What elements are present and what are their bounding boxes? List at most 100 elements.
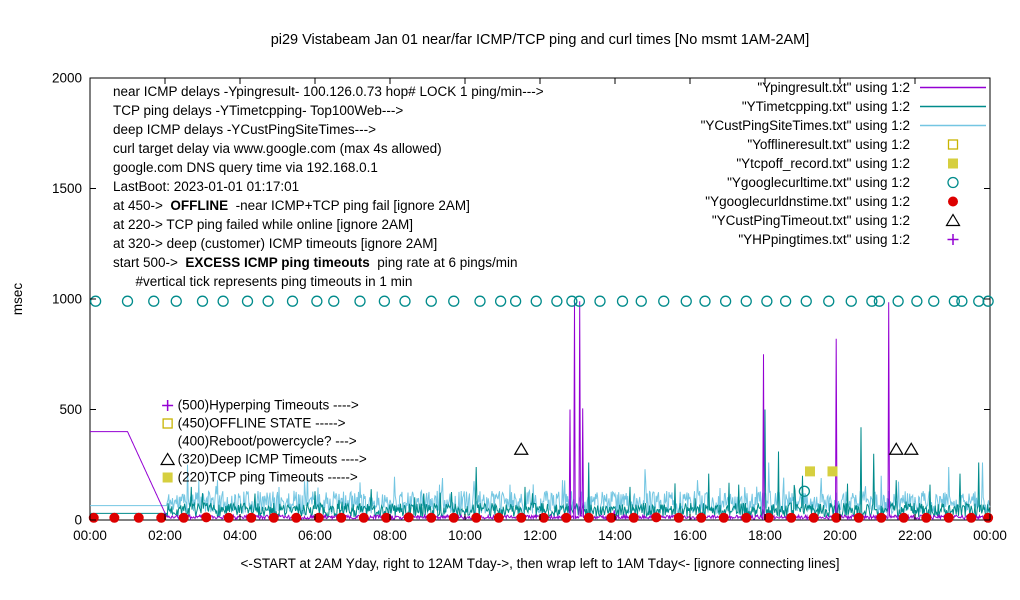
point-Ygooglecurltime [680, 295, 692, 307]
x-tick-label: 02:00 [148, 528, 182, 543]
point-Ygooglecurltime [566, 295, 578, 307]
point-Ygooglecurldnstime [426, 512, 437, 523]
x-tick-label: 22:00 [898, 528, 932, 543]
level-annotations: (500)Hyperping Timeouts ----> (450)OFFLIN… [160, 398, 367, 485]
point-Ygooglecurltime [494, 295, 507, 307]
x-tick-label: 18:00 [748, 528, 782, 543]
point-Ygooglecurldnstime [538, 512, 549, 523]
point-Ygooglecurldnstime [831, 512, 842, 523]
legend-sample-marker [948, 196, 958, 207]
x-tick-label: 14:00 [598, 528, 632, 543]
point-YCustPingTimeout [513, 442, 529, 455]
level-marker [162, 400, 174, 411]
x-tick-label: 16:00 [673, 528, 707, 543]
point-Ygooglecurltime [148, 295, 160, 307]
point-Ygooglecurltime [121, 295, 134, 307]
point-Ygooglecurltime [196, 295, 209, 307]
level-marker [162, 472, 173, 483]
point-Ygooglecurldnstime [696, 512, 707, 523]
y-axis-label: msec [10, 283, 25, 316]
point-Ygooglecurldnstime [943, 512, 954, 523]
point-Ygooglecurldnstime [853, 512, 864, 523]
level-label: (400)Reboot/powercycle? ---> [178, 434, 357, 449]
point-Ygooglecurltime [982, 295, 994, 307]
info-line: near ICMP delays -Ypingresult- 100.126.0… [113, 82, 544, 101]
info-text: near ICMP delays -Ypingresult- 100.126.0… [113, 84, 544, 99]
legend: "Ypingresult.txt" using 1:2 "YTimetcpping… [701, 80, 986, 247]
point-Ygooglecurldnstime [876, 512, 887, 523]
point-Ygooglecurltime [217, 295, 229, 307]
level-marker [162, 418, 173, 429]
legend-label: "Ypingresult.txt" using 1:2 [757, 80, 910, 95]
info-line: #vertical tick represents ping timeouts … [113, 272, 544, 291]
point-YCustPingTimeout [903, 442, 919, 455]
x-axis-label: <-START at 2AM Yday, right to 12AM Tday-… [241, 556, 840, 571]
x-tick-label: 20:00 [823, 528, 857, 543]
point-Ygooglecurldnstime [493, 512, 504, 523]
point-Ygooglecurldnstime [109, 512, 120, 523]
info-annotation-block: near ICMP delays -Ypingresult- 100.126.0… [113, 82, 544, 291]
point-Ygooglecurltime [973, 295, 985, 307]
info-text: ping rate at 6 pings/min [369, 255, 518, 270]
point-Ygooglecurltime [509, 295, 522, 307]
point-Ygooglecurldnstime [516, 512, 527, 523]
point-Ygooglecurltime [425, 295, 437, 307]
point-Ygooglecurldnstime [358, 512, 369, 523]
point-Ygooglecurldnstime [201, 512, 212, 523]
point-Ygooglecurltime [956, 295, 968, 307]
point-Ygooglecurldnstime [313, 512, 324, 523]
x-tick-label: 12:00 [523, 528, 557, 543]
point-Ygooglecurltime [170, 295, 182, 307]
x-tick-label: 04:00 [223, 528, 257, 543]
chart-title: pi29 Vistabeam Jan 01 near/far ICMP/TCP … [271, 32, 810, 48]
point-Ygooglecurldnstime [606, 512, 617, 523]
info-text: -near ICMP+TCP ping fail [ignore 2AM] [228, 198, 470, 213]
point-Ygooglecurldnstime [808, 512, 819, 523]
legend-label: "YCustPingSiteTimes.txt" using 1:2 [701, 118, 910, 133]
point-Ygooglecurltime [798, 485, 811, 497]
point-Ygooglecurltime [448, 295, 460, 307]
info-text: TCP ping delays -YTimetcpping- Top100Web… [113, 103, 404, 118]
point-Ygooglecurldnstime [246, 512, 257, 523]
point-Ygooglecurltime [845, 295, 857, 307]
info-text: #vertical tick represents ping timeouts … [113, 274, 413, 289]
point-Ygooglecurldnstime [133, 512, 144, 523]
y-tick-label: 500 [59, 402, 82, 417]
level-label: (500)Hyperping Timeouts ----> [178, 398, 359, 413]
point-Ygooglecurltime [800, 295, 812, 307]
legend-label: "YCustPingTimeout.txt" using 1:2 [712, 213, 910, 228]
point-Ytcpoff_record [805, 466, 815, 477]
point-Ygooglecurldnstime [471, 512, 482, 523]
point-Ygooglecurldnstime [718, 512, 729, 523]
x-tick-label: 00:00 [73, 528, 107, 543]
point-Ygooglecurltime [551, 295, 563, 307]
point-Ygooglecurltime [699, 295, 711, 307]
point-YCustPingTimeout [888, 442, 904, 455]
point-Ygooglecurldnstime [921, 512, 932, 523]
info-line: start 500-> EXCESS ICMP ping timeouts pi… [113, 253, 544, 272]
point-Ygooglecurltime [594, 295, 606, 307]
point-Ygooglecurldnstime [448, 512, 459, 523]
point-Ygooglecurldnstime [403, 512, 414, 523]
point-Ygooglecurltime [530, 295, 542, 307]
point-Ygooglecurltime [635, 295, 647, 307]
y-tick-label: 1500 [52, 181, 82, 196]
point-Ygooglecurltime [866, 295, 878, 307]
point-Ygooglecurltime [658, 295, 670, 307]
point-Ytcpoff_record [827, 466, 838, 477]
legend-sample-marker [945, 213, 961, 227]
info-text: google.com DNS query time via 192.168.0.… [113, 160, 378, 175]
point-Ygooglecurldnstime [966, 512, 977, 523]
point-Ygooglecurldnstime [561, 512, 572, 523]
point-Ygooglecurltime [262, 295, 274, 307]
point-Ygooglecurltime [740, 295, 752, 307]
point-Ygooglecurldnstime [651, 512, 662, 523]
legend-label: "Yofflineresult.txt" using 1:2 [747, 137, 910, 152]
point-Ygooglecurldnstime [741, 512, 752, 523]
point-Ygooglecurltime [719, 295, 732, 307]
point-Ygooglecurltime [873, 295, 886, 307]
point-Ygooglecurltime [311, 295, 323, 307]
info-line: deep ICMP delays -YCustPingSiteTimes---> [113, 120, 544, 139]
